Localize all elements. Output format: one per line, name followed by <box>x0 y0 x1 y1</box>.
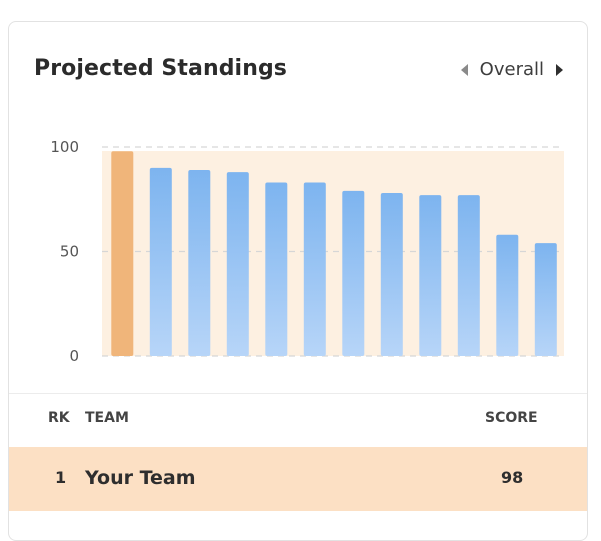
bar[interactable] <box>342 190 365 356</box>
chart-table-divider <box>9 393 587 394</box>
bar[interactable] <box>380 193 403 356</box>
bar[interactable] <box>419 195 442 356</box>
table-row[interactable]: 1 Your Team 98 <box>9 447 587 511</box>
card-title: Projected Standings <box>34 56 287 81</box>
view-label: Overall <box>479 59 544 80</box>
standings-bar-chart: 0 50 100 <box>50 138 564 365</box>
bar[interactable] <box>149 167 172 356</box>
bar[interactable] <box>496 234 519 356</box>
y-tick-label: 100 <box>50 138 79 156</box>
team-name-cell: Your Team <box>85 467 196 489</box>
projected-standings-card: Projected Standings Overall 0 50 100 RK TE… <box>8 21 588 541</box>
score-cell: 98 <box>501 468 524 487</box>
y-tick-label: 50 <box>60 243 79 261</box>
chevron-left-icon[interactable] <box>460 63 468 76</box>
column-header-rank[interactable]: RK <box>48 410 70 426</box>
rank-cell: 1 <box>55 468 67 487</box>
chevron-right-icon[interactable] <box>556 63 563 76</box>
bar[interactable] <box>457 195 480 356</box>
bar[interactable] <box>265 182 288 357</box>
column-header-team[interactable]: TEAM <box>85 410 129 426</box>
plot-background <box>102 151 564 356</box>
bar-your-team[interactable] <box>111 151 134 356</box>
bar[interactable] <box>303 182 326 357</box>
column-header-score[interactable]: SCORE <box>485 410 538 426</box>
standings-view-nav: Overall <box>460 59 563 80</box>
bar[interactable] <box>534 243 557 356</box>
y-tick-label: 0 <box>69 347 79 365</box>
bar[interactable] <box>188 170 211 356</box>
bar[interactable] <box>226 172 249 356</box>
